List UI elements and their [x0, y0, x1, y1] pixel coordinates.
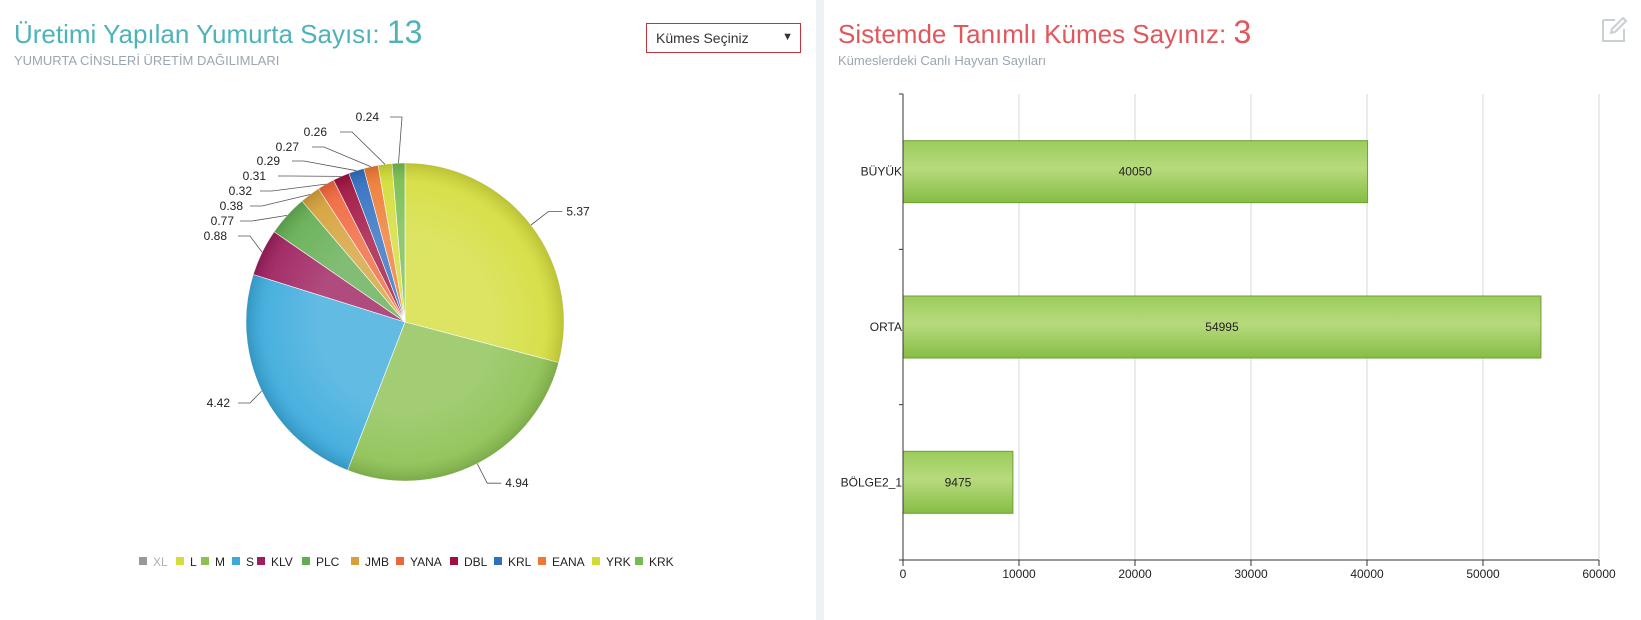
pie-data-label-jmb: 0.38: [220, 199, 244, 213]
legend-item-eana[interactable]: EANA: [538, 555, 585, 569]
pie-leader-line: [260, 183, 326, 192]
egg-type-pie-chart: 5.37 4.94 4.42 0.880.770.380.320.310.290.27…: [139, 110, 674, 569]
caret-down-icon: ▼: [782, 31, 793, 43]
legend-swatch: [494, 557, 502, 565]
pie-data-label-dbl: 0.31: [243, 169, 267, 183]
pie-leader-line: [240, 215, 288, 222]
legend-item-s[interactable]: S: [232, 555, 254, 569]
pie-data-label-krl: 0.29: [257, 154, 281, 168]
legend-item-m[interactable]: M: [201, 555, 225, 569]
legend-label: YRK: [606, 555, 631, 569]
bar-buyuk[interactable]: [902, 140, 1369, 204]
animal-count-subtitle: Kümeslerdeki Canlı Hayvan Sayıları: [838, 53, 1047, 68]
legend-label: M: [215, 555, 225, 569]
legend-label: L: [190, 555, 197, 569]
legend-item-jmb[interactable]: JMB: [351, 555, 389, 569]
pie-data-label-l: 5.37: [566, 205, 590, 219]
legend-swatch: [201, 557, 209, 565]
x-tick-label-0: 0: [900, 567, 907, 581]
pie-data-label-m: 4.94: [505, 476, 529, 490]
legend-item-dbl[interactable]: DBL: [450, 555, 488, 569]
pie-leader-line: [340, 131, 386, 165]
bar-bolge2-1[interactable]: [902, 450, 1014, 514]
coop-count-title-text: Sistemde Tanımlı Kümes Sayınız:: [838, 19, 1227, 49]
legend-swatch: [176, 557, 184, 565]
x-tick-label-60000: 60000: [1582, 567, 1616, 581]
pie-data-label-plc: 0.77: [211, 214, 235, 228]
legend-item-krl[interactable]: KRL: [494, 555, 532, 569]
pie-leader-line: [476, 463, 502, 484]
legend-label: DBL: [464, 555, 488, 569]
legend-label: S: [246, 555, 254, 569]
pie-data-label-klv: 0.88: [204, 229, 228, 243]
y-category-label-buyuk: BÜYÜK: [861, 165, 902, 179]
legend-swatch: [592, 557, 600, 565]
egg-count-title-text: Üretimi Yapılan Yumurta Sayısı:: [14, 19, 380, 49]
coop-select-value: Kümes Seçiniz: [656, 30, 749, 46]
pie-leader-line: [292, 160, 357, 172]
legend-item-plc[interactable]: PLC: [302, 555, 340, 569]
coop-count-value: 3: [1233, 14, 1252, 50]
legend-swatch: [139, 557, 147, 565]
legend-swatch: [635, 557, 643, 565]
coop-count-panel: Sistemde Tanımlı Kümes Sayınız: 3 Kümesl…: [824, 0, 1641, 620]
x-tick-label-30000: 30000: [1234, 567, 1268, 581]
coop-select[interactable]: Kümes Seçiniz ▼: [646, 23, 801, 53]
bar-value-label-orta: 54995: [1205, 320, 1239, 334]
pie-leader-line: [238, 390, 262, 404]
legend-swatch: [257, 557, 265, 565]
legend-item-yana[interactable]: YANA: [396, 555, 442, 569]
legend-label: KRL: [508, 555, 532, 569]
legend-swatch: [538, 557, 546, 565]
egg-production-panel: Üretimi Yapılan Yumurta Sayısı: 13 YUMUR…: [0, 0, 816, 620]
bar-value-label-buyuk: 40050: [1119, 165, 1153, 179]
panel-divider: [816, 0, 824, 620]
pie-leader-line: [390, 116, 403, 164]
pie-data-label-yana: 0.32: [229, 184, 253, 198]
legend-swatch: [351, 557, 359, 565]
x-tick-label-40000: 40000: [1350, 567, 1384, 581]
pie-data-label-yrk: 0.26: [304, 125, 328, 139]
edit-icon[interactable]: [1599, 14, 1629, 44]
legend-label: JMB: [365, 555, 389, 569]
pie-leader-line: [530, 211, 563, 226]
animal-count-bar-chart: 40050 54995 9475 0 10000 20000 30000 40000 5000…: [841, 93, 1616, 581]
legend-swatch: [450, 557, 458, 565]
legend-swatch: [302, 557, 310, 565]
legend-swatch: [396, 557, 404, 565]
legend-item-l[interactable]: L: [176, 555, 197, 569]
x-tick-label-20000: 20000: [1118, 567, 1152, 581]
egg-count-value: 13: [386, 14, 423, 50]
legend-label: KLV: [271, 555, 293, 569]
pie-leader-line: [312, 146, 372, 168]
pie-leader-line: [238, 235, 263, 253]
legend-item-krk[interactable]: KRK: [635, 555, 674, 569]
legend-label: EANA: [552, 555, 585, 569]
legend-swatch: [232, 557, 240, 565]
x-tick-label-50000: 50000: [1466, 567, 1500, 581]
pie-data-label-s: 4.42: [207, 396, 231, 410]
y-category-label-orta: ORTA: [870, 320, 902, 334]
legend-item-xl[interactable]: XL: [139, 555, 168, 569]
legend-label: KRK: [649, 555, 674, 569]
egg-distribution-subtitle: YUMURTA CİNSLERİ ÜRETİM DAĞILIMLARI: [14, 53, 280, 68]
egg-count-title: Üretimi Yapılan Yumurta Sayısı: 13: [14, 14, 422, 51]
legend-item-yrk[interactable]: YRK: [592, 555, 631, 569]
coop-count-title: Sistemde Tanımlı Kümes Sayınız: 3: [838, 14, 1251, 51]
bar-orta[interactable]: [902, 295, 1542, 359]
bar-value-label-bolge2-1: 9475: [945, 475, 972, 489]
pie-leader-line: [250, 194, 311, 207]
legend-label: PLC: [316, 555, 340, 569]
legend-label: YANA: [410, 555, 442, 569]
legend-label: XL: [153, 555, 168, 569]
pie-data-label-krk: 0.24: [356, 110, 380, 124]
pie-data-label-eana: 0.27: [276, 140, 300, 154]
legend-item-klv[interactable]: KLV: [257, 555, 293, 569]
x-tick-label-10000: 10000: [1002, 567, 1036, 581]
y-category-label-bolge2-1: BÖLGE2_1: [841, 475, 903, 489]
